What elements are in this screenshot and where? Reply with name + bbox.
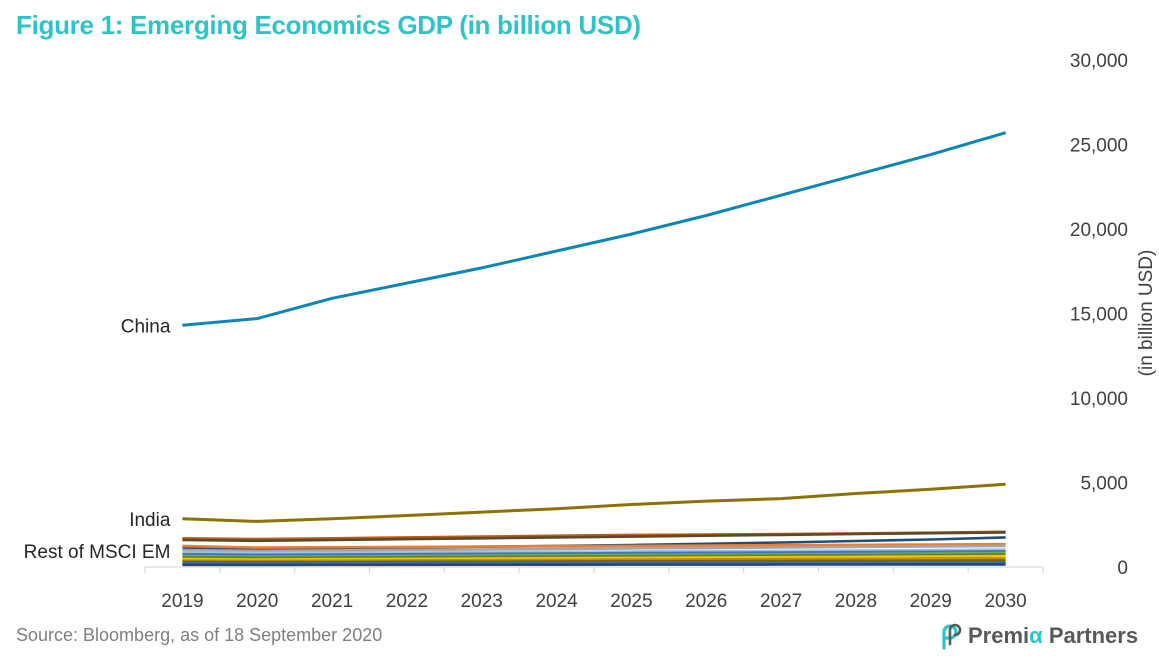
series-label-rest-of-msci-em: Rest of MSCI EM <box>24 542 171 563</box>
x-tick-label: 2029 <box>910 591 952 612</box>
y-tick-label: 15,000 <box>1070 305 1128 326</box>
y-tick-label: 30,000 <box>1070 51 1128 72</box>
series-line-rest-of-msci-em <box>182 557 1006 563</box>
series-line-rest-of-msci-em <box>182 542 1006 549</box>
series-line-rest-of-msci-em <box>182 559 1006 564</box>
series-line-rest-of-msci-em <box>182 563 1006 567</box>
y-tick-label: 25,000 <box>1070 136 1128 157</box>
x-tick-label: 2020 <box>236 591 278 612</box>
y-tick-label: 20,000 <box>1070 220 1128 241</box>
y-axis: 0 5,000 10,000 15,000 20,000 25,000 30,000 (in … <box>1070 51 1157 579</box>
x-tick-label: 2023 <box>461 591 503 612</box>
x-tick-label: 2025 <box>610 591 652 612</box>
series-line-china <box>182 131 1007 327</box>
x-tick-label: 2028 <box>835 591 877 612</box>
source-note: Source: Bloomberg, as of 18 September 20… <box>16 625 383 645</box>
series-line-rest-of-msci-em <box>182 550 1006 557</box>
logo-prefix: Premi <box>968 623 1030 648</box>
x-tick-label: 2021 <box>311 591 353 612</box>
series-line-rest-of-msci-em <box>182 531 1006 543</box>
y-tick-label: 10,000 <box>1070 389 1128 410</box>
series-label-china: China <box>121 316 171 337</box>
y-tick-label: 5,000 <box>1080 474 1128 495</box>
x-tick-label: 2027 <box>760 591 802 612</box>
logo-mark-icon <box>942 623 962 650</box>
series-line-rest-of-msci-em <box>182 561 1006 565</box>
line-chart: 2019 2020 2021 2022 2023 2024 2025 2026 2027 2028… <box>24 51 1157 612</box>
x-tick-label: 2026 <box>685 591 727 612</box>
logo-suffix: Partners <box>1048 623 1139 648</box>
series-line-rest-of-msci-em <box>182 544 1006 553</box>
series-label-india: India <box>129 510 171 531</box>
series-line-rest-of-msci-em <box>182 548 1006 555</box>
y-axis-title: (in billion USD) <box>1136 250 1157 377</box>
logo-accent: α <box>1029 623 1043 648</box>
y-tick-label: 0 <box>1117 558 1128 579</box>
x-tick-label: 2019 <box>161 591 203 612</box>
series-labels: China India Rest of MSCI EM <box>24 316 171 563</box>
x-tick-label: 2030 <box>984 591 1026 612</box>
premia-partners-logo: Premi α Partners <box>938 622 1138 650</box>
series-line-rest-of-msci-em <box>182 554 1006 561</box>
series-line-india <box>182 482 1006 523</box>
x-tick-label: 2024 <box>535 591 578 612</box>
x-tick-label: 2022 <box>386 591 428 612</box>
chart-title: Figure 1: Emerging Economics GDP (in bil… <box>16 10 641 40</box>
x-axis: 2019 2020 2021 2022 2023 2024 2025 2026 2027 2028… <box>144 566 1044 612</box>
series-line-rest-of-msci-em <box>182 553 1006 560</box>
series-layer <box>182 131 1007 567</box>
